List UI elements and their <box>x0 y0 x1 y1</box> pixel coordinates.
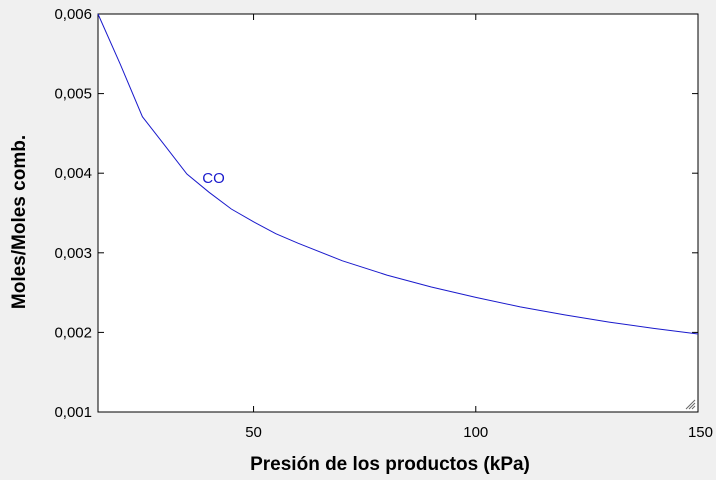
y-axis: 0,001 0,002 0,003 0,004 0,005 0,006 <box>54 6 698 421</box>
x-tick-label: 100 <box>463 424 488 441</box>
y-tick-label: 0,006 <box>54 6 92 23</box>
annotation-layer: CO <box>202 170 225 187</box>
y-axis-title: Moles/Moles comb. <box>9 135 30 309</box>
x-tick-label: 50 <box>245 424 262 441</box>
y-tick-label: 0,005 <box>54 86 92 103</box>
y-tick-label: 0,001 <box>54 404 92 421</box>
y-tick-label: 0,004 <box>54 165 92 182</box>
plot-area <box>97 13 699 413</box>
x-axis-title: Presión de los productos (kPa) <box>250 454 530 475</box>
x-axis: 50 100 150 <box>245 14 713 441</box>
y-tick-label: 0,002 <box>54 324 92 341</box>
y-tick-label: 0,003 <box>54 245 92 262</box>
series-annotation-label: CO <box>202 170 225 187</box>
series-line-co <box>97 13 699 335</box>
series-layer <box>97 13 699 335</box>
resize-grip-icon[interactable] <box>685 399 696 410</box>
x-tick-label: 150 <box>688 424 713 441</box>
